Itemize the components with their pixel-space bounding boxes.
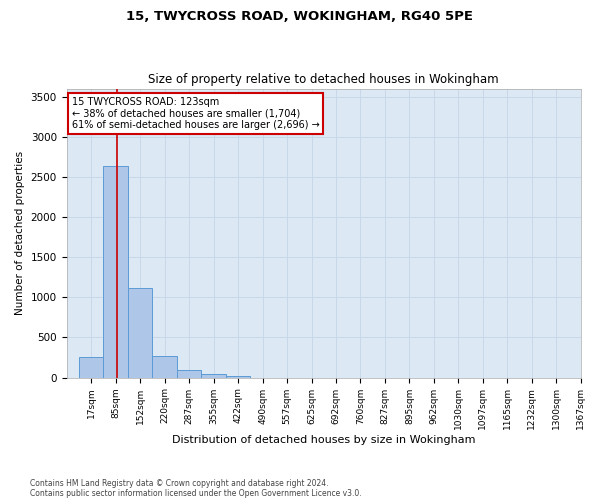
Bar [152,356,177,378]
X-axis label: Distribution of detached houses by size in Wokingham: Distribution of detached houses by size … [172,435,475,445]
Text: Contains HM Land Registry data © Crown copyright and database right 2024.: Contains HM Land Registry data © Crown c… [30,478,329,488]
Bar [128,288,152,378]
Bar [79,356,103,378]
Bar [226,376,250,378]
Text: 15, TWYCROSS ROAD, WOKINGHAM, RG40 5PE: 15, TWYCROSS ROAD, WOKINGHAM, RG40 5PE [127,10,473,23]
Text: Contains public sector information licensed under the Open Government Licence v3: Contains public sector information licen… [30,488,362,498]
Y-axis label: Number of detached properties: Number of detached properties [15,151,25,315]
Bar [177,370,202,378]
Text: 15 TWYCROSS ROAD: 123sqm
← 38% of detached houses are smaller (1,704)
61% of sem: 15 TWYCROSS ROAD: 123sqm ← 38% of detach… [71,97,319,130]
Bar [202,374,226,378]
Bar [103,166,128,378]
Title: Size of property relative to detached houses in Wokingham: Size of property relative to detached ho… [148,73,499,86]
